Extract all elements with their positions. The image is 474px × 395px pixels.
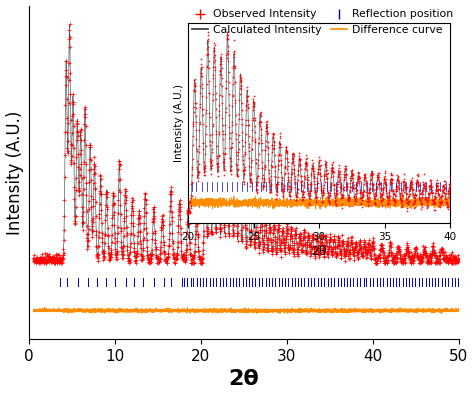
Y-axis label: Intensity (A.U.): Intensity (A.U.) xyxy=(6,111,24,235)
Legend: Observed Intensity, Calculated Intensity, Reflection position, Difference curve: Observed Intensity, Calculated Intensity… xyxy=(187,5,458,39)
X-axis label: 2θ: 2θ xyxy=(228,369,259,389)
